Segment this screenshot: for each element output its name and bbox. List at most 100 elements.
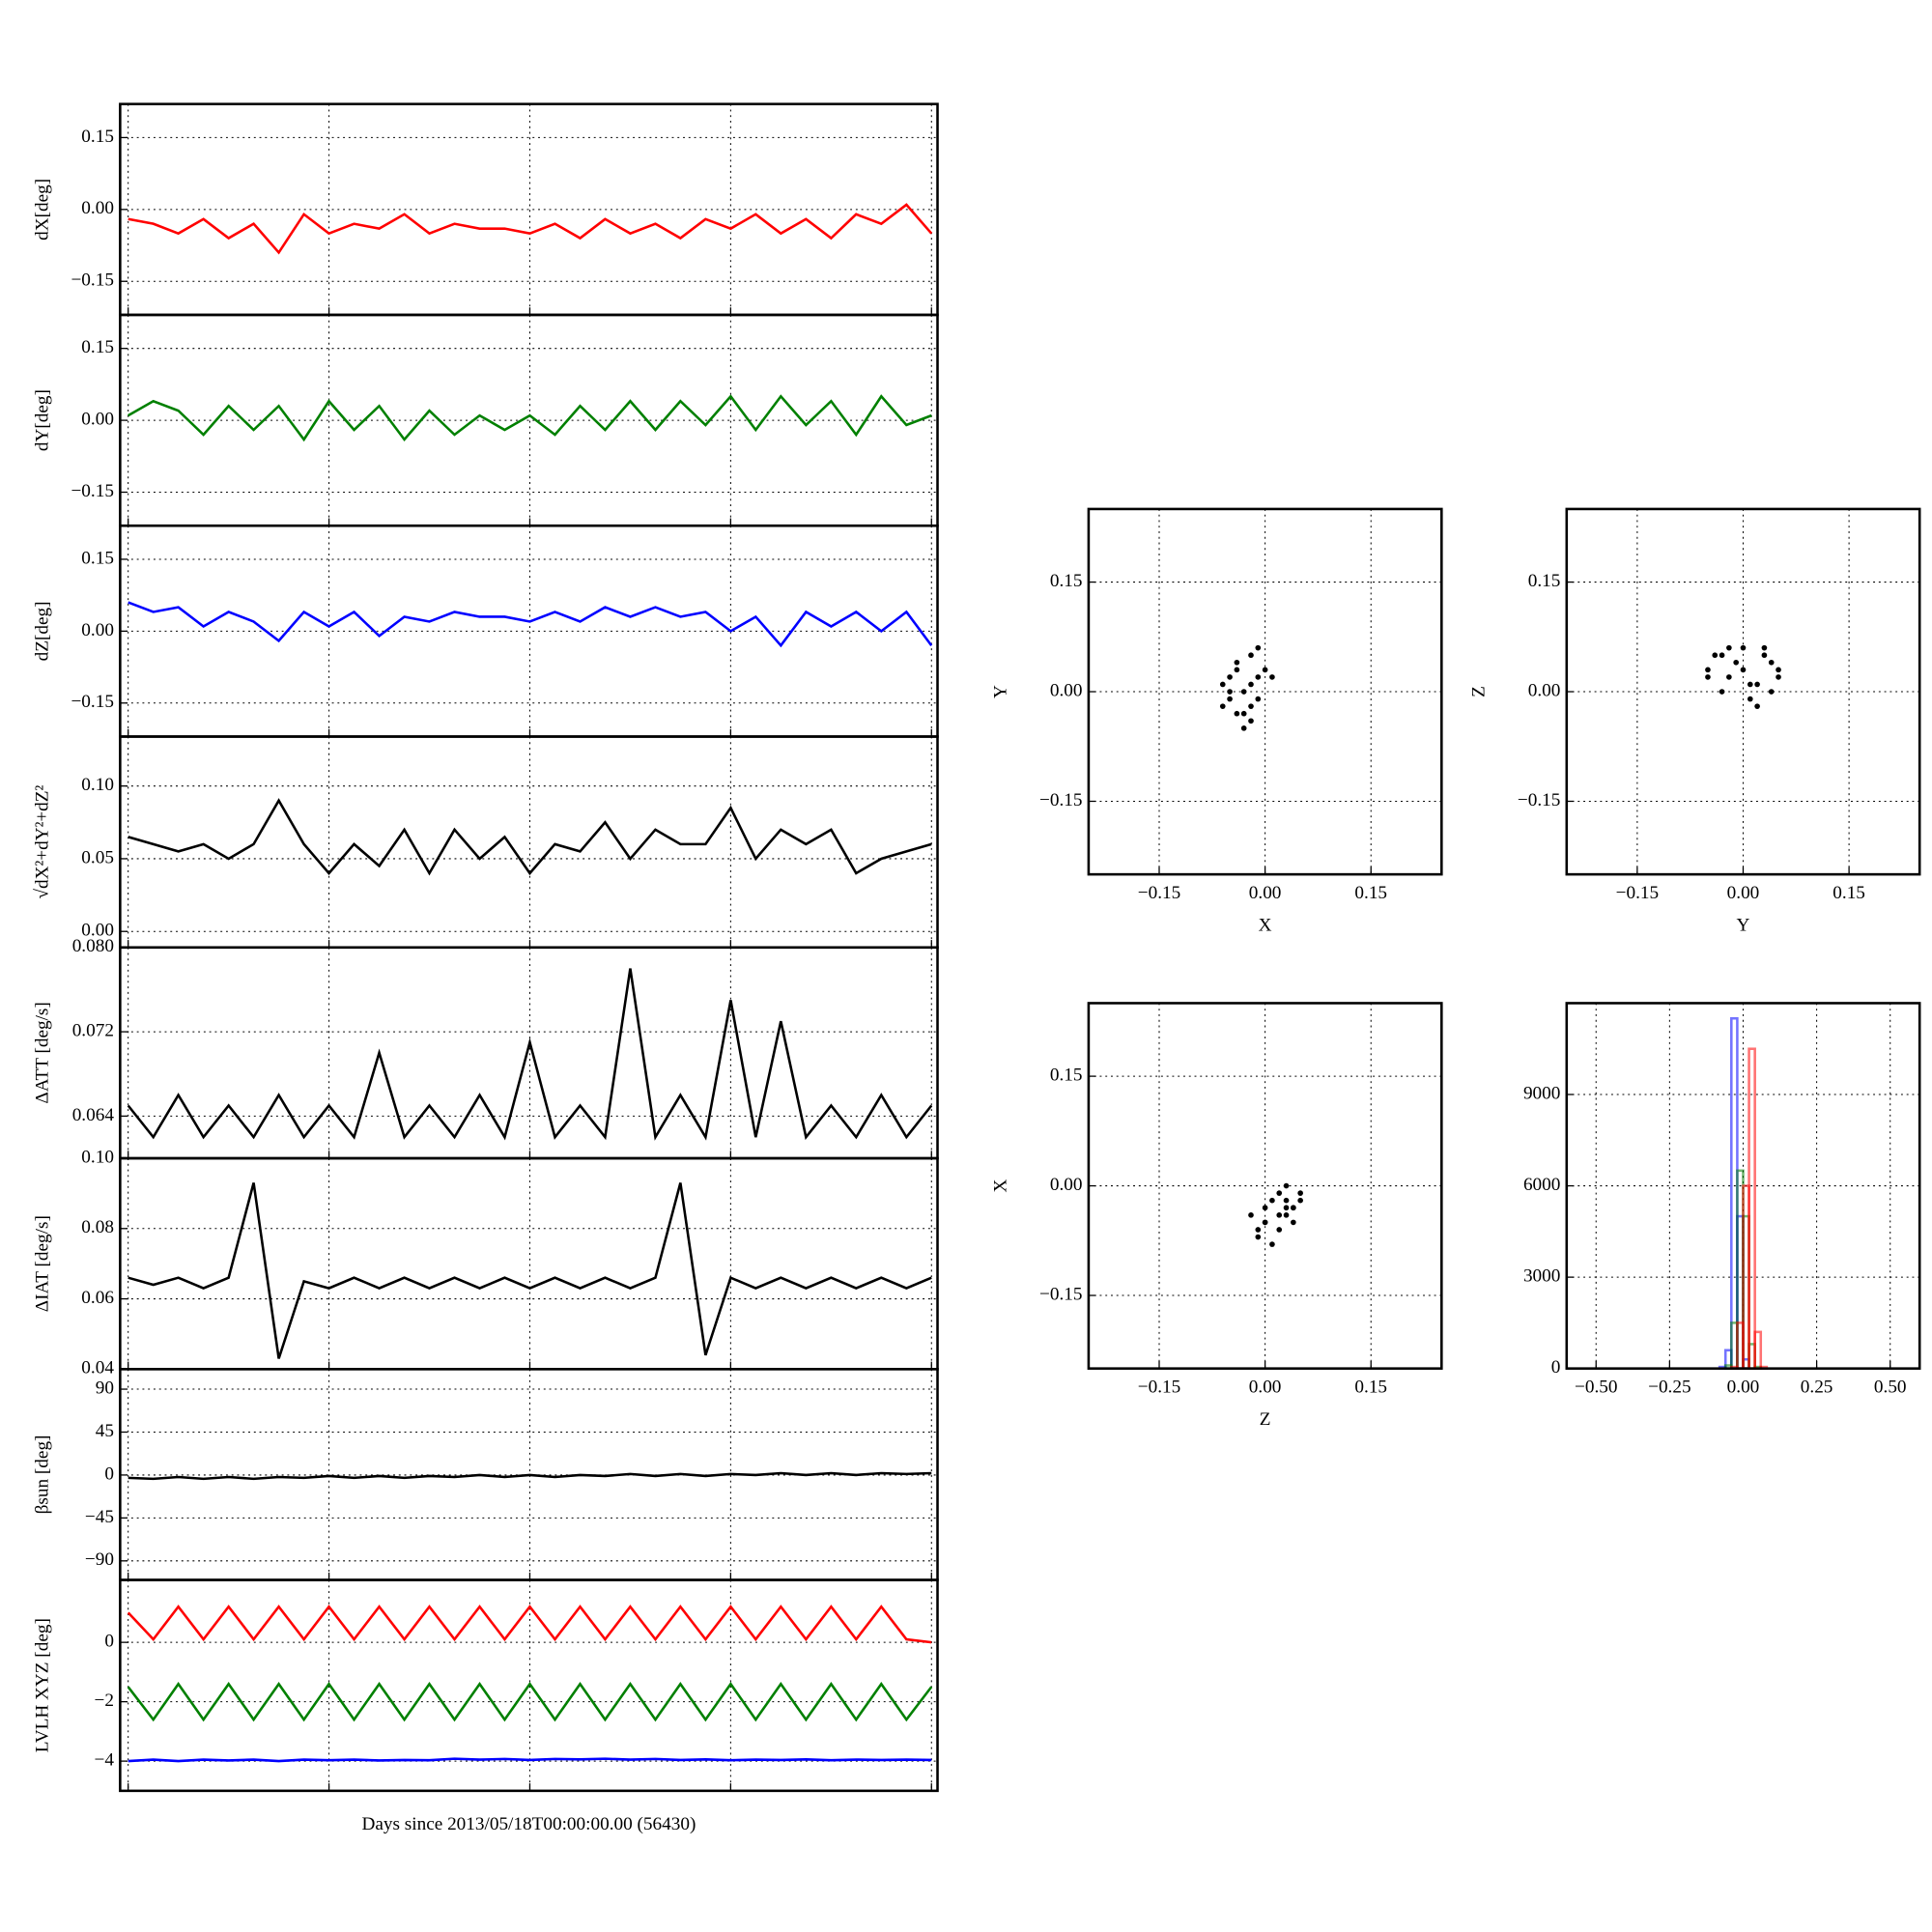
series-line xyxy=(128,203,933,255)
x-tick-label: 0.15 xyxy=(1354,1378,1387,1398)
point xyxy=(1255,674,1262,680)
point xyxy=(1726,674,1732,680)
y-axis-label: Y xyxy=(991,685,1011,698)
point xyxy=(1283,1197,1290,1204)
y-tick-label: 0.08 xyxy=(81,1217,114,1237)
series-line xyxy=(128,798,932,876)
series-line xyxy=(127,1681,933,1722)
point xyxy=(1262,1205,1268,1211)
y-tick-label: −45 xyxy=(85,1507,114,1527)
x-tick-label: −0.25 xyxy=(1648,1378,1690,1398)
y-tick-label: −0.15 xyxy=(71,270,113,291)
x-axis-label: Days since 2013/05/18T00:00:00.00 (56430… xyxy=(361,1814,696,1834)
point xyxy=(1776,674,1781,680)
hist-bar xyxy=(1747,1047,1756,1370)
y-axis-label: βsun [deg] xyxy=(32,1435,52,1515)
x-tick-label: −0.15 xyxy=(1138,883,1180,903)
x-tick-label: −0.15 xyxy=(1138,1378,1180,1398)
point xyxy=(1776,667,1781,673)
point xyxy=(1248,718,1254,724)
y-tick-label: −2 xyxy=(94,1690,113,1711)
y-tick-label: 0.00 xyxy=(81,620,114,640)
y-tick-label: 0.00 xyxy=(1050,680,1083,700)
point xyxy=(1269,674,1275,680)
y-axis-label: X xyxy=(991,1179,1011,1193)
y-axis-label: dX[deg] xyxy=(32,179,52,241)
y-axis-label: dY[deg] xyxy=(32,389,52,451)
x-tick-label: 0.00 xyxy=(1727,883,1760,903)
y-tick-label: −0.15 xyxy=(71,481,113,501)
series-line xyxy=(127,968,933,1141)
point xyxy=(1234,659,1240,666)
x-tick-label: 0.50 xyxy=(1874,1378,1907,1398)
y-tick-label: 0.072 xyxy=(72,1020,114,1040)
point xyxy=(1291,1219,1296,1226)
point xyxy=(1248,703,1254,709)
point xyxy=(1248,681,1254,688)
point xyxy=(1219,681,1226,688)
point xyxy=(1269,1197,1275,1204)
x-axis-label: Y xyxy=(1737,915,1750,935)
y-axis-label: LVLH XYZ [deg] xyxy=(32,1618,52,1752)
y-tick-label: 0.15 xyxy=(81,127,114,147)
series-line xyxy=(128,601,933,648)
x-tick-label: −0.50 xyxy=(1575,1378,1617,1398)
x-tick-label: 0.15 xyxy=(1354,883,1387,903)
y-tick-label: 0.00 xyxy=(1528,680,1561,700)
point xyxy=(1219,703,1226,709)
y-tick-label: 0.00 xyxy=(81,410,114,430)
point xyxy=(1712,652,1719,659)
y-tick-label: 0.064 xyxy=(72,1105,115,1125)
point xyxy=(1255,644,1262,651)
y-axis-label: ΔATT [deg/s] xyxy=(32,1002,52,1103)
x-tick-label: 0.00 xyxy=(1727,1378,1760,1398)
axes-frame xyxy=(1087,1002,1443,1370)
point xyxy=(1740,644,1747,651)
point xyxy=(1262,667,1268,673)
y-tick-label: 0.10 xyxy=(81,775,114,795)
y-tick-label: 0.10 xyxy=(81,1147,114,1167)
point xyxy=(1255,1234,1262,1240)
point xyxy=(1283,1212,1290,1218)
point xyxy=(1761,652,1768,659)
x-tick-label: 0.25 xyxy=(1801,1378,1833,1398)
point xyxy=(1248,652,1254,659)
point xyxy=(1283,1182,1290,1189)
y-tick-label: 0.15 xyxy=(1050,1065,1083,1086)
y-tick-label: 9000 xyxy=(1523,1083,1560,1103)
y-tick-label: −90 xyxy=(85,1549,114,1570)
point xyxy=(1255,1227,1262,1233)
point xyxy=(1747,696,1753,702)
point xyxy=(1276,1227,1283,1233)
series-line xyxy=(127,1605,932,1644)
point xyxy=(1291,1205,1296,1211)
y-axis-label: Z xyxy=(1468,686,1489,697)
y-axis-label: √dX²+dY²+dZ² xyxy=(32,784,52,898)
x-axis-label: Z xyxy=(1260,1409,1271,1430)
point xyxy=(1761,644,1768,651)
y-axis-label: dZ[deg] xyxy=(32,601,52,661)
point xyxy=(1297,1190,1303,1196)
point xyxy=(1719,689,1725,695)
axes-frame xyxy=(119,735,939,950)
point xyxy=(1768,659,1775,666)
y-tick-label: 90 xyxy=(96,1378,114,1398)
point xyxy=(1297,1197,1303,1204)
x-tick-label: −0.15 xyxy=(1616,883,1659,903)
point xyxy=(1234,667,1240,673)
y-tick-label: 0.00 xyxy=(1050,1175,1083,1195)
point xyxy=(1733,659,1740,666)
y-tick-label: 45 xyxy=(96,1421,114,1441)
point xyxy=(1719,652,1725,659)
y-tick-label: 0.00 xyxy=(81,921,114,941)
point xyxy=(1276,1212,1283,1218)
point xyxy=(1262,1219,1268,1226)
x-axis-label: X xyxy=(1259,915,1272,935)
y-axis-label: ΔIAT [deg/s] xyxy=(32,1215,52,1312)
y-tick-label: 0 xyxy=(1551,1357,1561,1378)
point xyxy=(1234,710,1240,717)
point xyxy=(1240,725,1247,731)
y-tick-label: −0.15 xyxy=(1039,790,1082,810)
point xyxy=(1283,1205,1290,1211)
